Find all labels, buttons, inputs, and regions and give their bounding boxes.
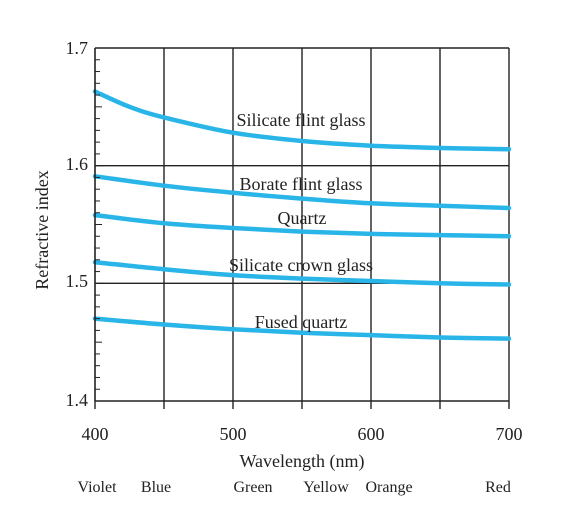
curves [92,89,512,341]
y-tick-label-1-4: 1.4 [66,390,89,410]
grid-lines [95,47,510,401]
y-tick-label-1-7: 1.7 [66,38,89,58]
color-label-violet: Violet [77,479,117,496]
color-label-yellow: Yellow [303,479,349,496]
curve-silicate-flint-glass [92,89,512,152]
curve-fused-quartz [92,316,512,341]
curve-quartz [92,212,512,239]
y-tick-label-1-5: 1.5 [66,271,89,291]
color-label-red: Red [485,479,511,496]
axes [94,47,510,409]
curve-label-silicate-flint-glass: Silicate flint glass [237,110,366,130]
x-tick-label-600: 600 [358,424,385,444]
color-label-blue: Blue [141,479,171,496]
color-label-orange: Orange [365,479,412,496]
x-axis-title: Wavelength (nm) [239,451,364,472]
curve-borate-flint-glass [92,174,512,211]
curve-silicate-crown-glass [92,259,512,287]
x-tick-label-700: 700 [496,424,523,444]
curve-label-quartz: Quartz [278,208,327,228]
curve-label-silicate-crown-glass: Silicate crown glass [229,255,373,275]
x-tick-label-400: 400 [82,424,109,444]
y-axis-title: Refractive index [32,170,52,289]
y-tick-label-1-6: 1.6 [66,154,89,174]
color-label-green: Green [233,479,272,496]
curve-label-borate-flint-glass: Borate flint glass [240,174,363,194]
curve-label-fused-quartz: Fused quartz [255,312,347,332]
x-tick-label-500: 500 [220,424,247,444]
